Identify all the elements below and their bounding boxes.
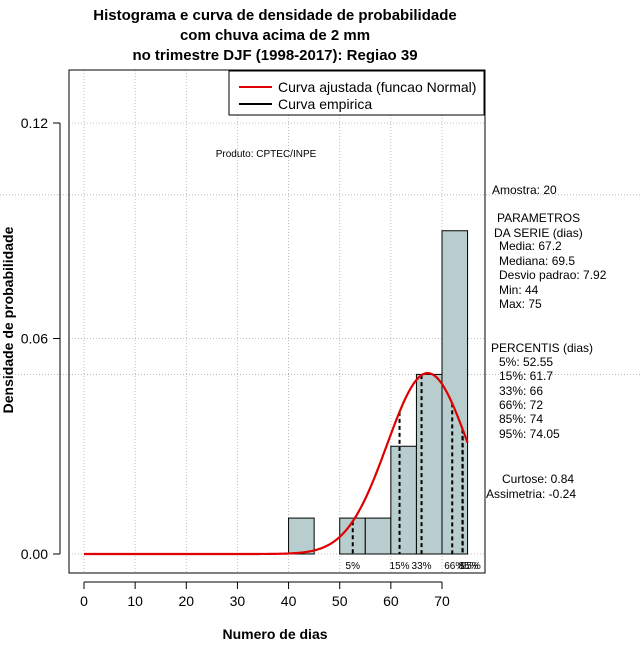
- stat-param-title-2: DA SERIE (dias): [494, 226, 583, 240]
- x-tick-label: 60: [383, 593, 399, 609]
- y-axis: 0.00 0.06 0.12: [21, 115, 61, 562]
- stat-curtose: Curtose: 0.84: [502, 472, 574, 486]
- percentile-label: 15%: [390, 561, 410, 572]
- percentile-label: 33%: [412, 561, 432, 572]
- x-tick-label: 10: [127, 593, 143, 609]
- x-tick-label: 30: [230, 593, 246, 609]
- stat-desvio: Desvio padrao: 7.92: [499, 268, 607, 282]
- percentile-label: 66%: [444, 561, 464, 572]
- x-axis-title: Numero de dias: [222, 626, 327, 642]
- stat-param-title-1: PARAMETROS: [497, 211, 580, 225]
- stat-perc-5: 5%: 52.55: [499, 355, 553, 369]
- x-tick-label: 40: [281, 593, 297, 609]
- legend: Curva ajustada (funcao Normal) Curva emp…: [228, 70, 485, 116]
- fitted-normal-curve: [84, 371, 469, 556]
- stat-assimetria: Assimetria: -0.24: [486, 487, 576, 501]
- source-note: Produto: CPTEC/INPE: [216, 149, 317, 160]
- chart-title-line-2: com chuva acima de 2 mm: [180, 27, 370, 44]
- stat-perc-85: 85%: 74: [499, 412, 543, 426]
- histogram-bar: [288, 517, 315, 555]
- percentile-label: 5%: [346, 561, 361, 572]
- stat-perc-95: 95%: 74.05: [499, 427, 560, 441]
- y-tick-label: 0.12: [21, 115, 48, 131]
- histogram-bar: [364, 517, 392, 555]
- legend-label-empirical: Curva empirica: [278, 96, 372, 112]
- histogram-bar: [390, 445, 417, 555]
- stat-perc-33: 33%: 66: [499, 384, 543, 398]
- percentile-label: 95%: [461, 561, 481, 572]
- percentile-lines: 5% 15% 33% 66%85%95%: [346, 375, 481, 572]
- percentile-label: 85%: [458, 561, 478, 572]
- x-axis: 0 10 20 30 40 50 60 70: [80, 581, 450, 609]
- x-tick-label: 20: [178, 593, 194, 609]
- legend-box: [228, 70, 485, 116]
- stat-mediana: Mediana: 69.5: [499, 254, 575, 268]
- y-tick-label: 0.06: [21, 331, 48, 347]
- stat-perc-15: 15%: 61.7: [499, 369, 553, 383]
- x-tick-label: 0: [80, 593, 88, 609]
- stat-media: Media: 67.2: [499, 239, 562, 253]
- stat-perc-66: 66%: 72: [499, 398, 543, 412]
- stat-perc-title: PERCENTIS (dias): [491, 341, 593, 355]
- stat-min: Min: 44: [499, 283, 539, 297]
- chart-title-line-3: no trimestre DJF (1998-2017): Regiao 39: [132, 47, 417, 64]
- histogram-bar: [415, 373, 443, 555]
- stats-panel: Amostra: 20 PARAMETROS DA SERIE (dias) M…: [486, 183, 607, 501]
- legend-label-fitted: Curva ajustada (funcao Normal): [278, 79, 476, 95]
- chart-title-line-1: Histograma e curva de densidade de proba…: [93, 7, 456, 24]
- x-tick-label: 50: [332, 593, 348, 609]
- histogram-bars: [288, 230, 469, 555]
- y-axis-title: Densidade de probabilidade: [0, 226, 16, 413]
- x-tick-label: 70: [434, 593, 450, 609]
- plot-frame: [68, 69, 486, 574]
- stat-amostra: Amostra: 20: [492, 183, 557, 197]
- stat-max: Max: 75: [499, 297, 542, 311]
- y-tick-label: 0.00: [21, 546, 48, 562]
